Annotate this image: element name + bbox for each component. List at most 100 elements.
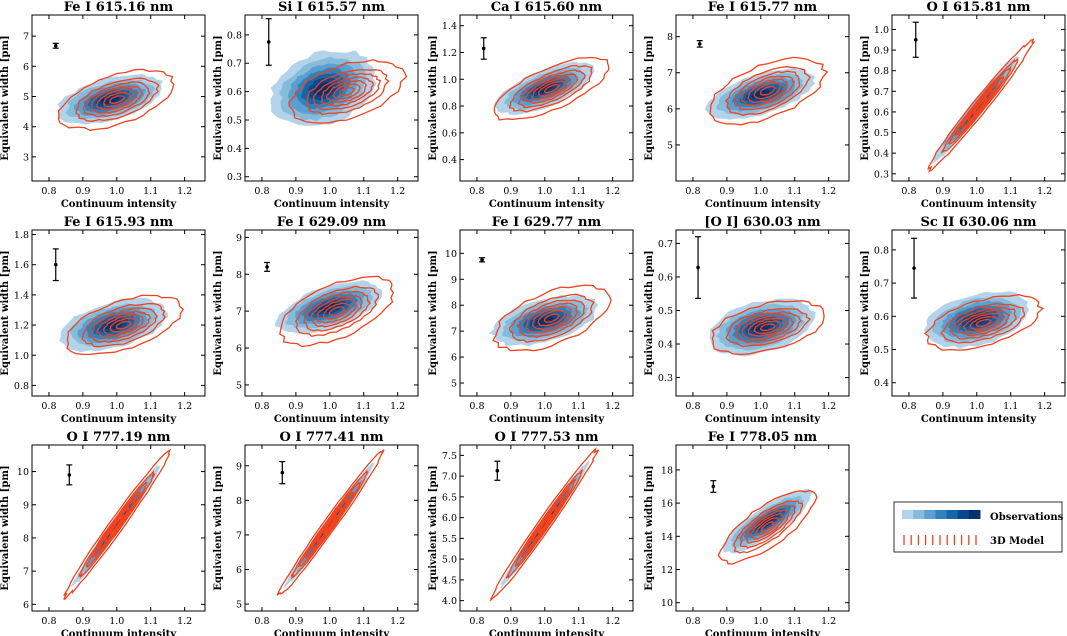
y-tick-label: 9 (451, 275, 457, 286)
y-tick-label: 14 (661, 532, 673, 543)
model-contour-line (709, 56, 829, 126)
y-tick-label: 12 (661, 565, 673, 576)
axes-frame (891, 229, 1066, 397)
panel-title: Fe I 615.16 nm (64, 0, 174, 15)
x-axis-label: Continuum intensity (274, 414, 391, 425)
plot-area (493, 56, 610, 121)
panel: 0.8 0.9 1.0 1.1 1.2 5 6 7 8 Fe I 615.77 nm Continu… (644, 0, 850, 210)
model-contour-line (82, 81, 151, 118)
errorbar-point (912, 266, 916, 270)
x-tick-label: 0.9 (503, 186, 518, 197)
model-contour-line (81, 303, 166, 348)
model-contour-line (537, 512, 553, 534)
model-contour-line (966, 88, 994, 123)
y-axis-label: Equivalent width [pm] (860, 35, 871, 160)
x-tick-label: 1.1 (356, 186, 371, 197)
model-contour-line (57, 68, 175, 131)
plot-area (274, 275, 395, 348)
x-tick-label: 1.2 (390, 186, 405, 197)
model-contour-line (940, 303, 1026, 344)
x-tick-label: 0.8 (469, 401, 484, 412)
x-tick-label: 1.2 (821, 186, 836, 197)
axes-frame (459, 444, 634, 612)
model-contour-line (103, 506, 130, 543)
x-axis-label: Continuum intensity (489, 199, 606, 210)
y-tick-label: 0.9 (874, 46, 889, 57)
model-contour-line (760, 521, 775, 532)
x-tick-label: 0.8 (901, 401, 916, 412)
panel: 0.8 0.9 1.0 1.1 1.2 0.3 0.4 0.5 0.6 0.7 [O I] 630.… (644, 215, 850, 425)
x-axis-label: Continuum intensity (274, 629, 391, 636)
model-contour-line (948, 306, 1017, 340)
x-tick-label: 1.1 (1003, 186, 1018, 197)
model-contour-line (724, 66, 812, 117)
y-tick-label: 0.7 (227, 59, 242, 70)
x-tick-label: 0.8 (41, 616, 56, 627)
model-contour-line (311, 498, 349, 550)
panel-title: Si I 615.57 nm (278, 0, 385, 15)
y-tick-label: 1.4 (442, 21, 457, 32)
model-contour-line (90, 85, 143, 114)
y-axis-label: Equivalent width [pm] (644, 35, 655, 160)
axes-frame (244, 14, 419, 182)
plot-area (276, 449, 385, 596)
x-tick-label: 0.8 (41, 401, 56, 412)
panel-title: Fe I 629.09 nm (277, 215, 387, 230)
x-tick-label: 0.9 (288, 616, 303, 627)
model-contour-line (332, 83, 361, 100)
x-tick-label: 0.9 (288, 186, 303, 197)
y-tick-label: 7 (236, 530, 242, 541)
axes-frame (675, 444, 850, 612)
model-contour-line (297, 480, 362, 568)
model-contour-line (963, 312, 1005, 333)
y-tick-label: 7.5 (442, 451, 457, 462)
y-tick-label: 5 (451, 379, 457, 390)
x-tick-label: 1.1 (1003, 401, 1018, 412)
model-contour-line (66, 294, 185, 356)
y-axis-label: Equivalent width [pm] (0, 465, 11, 590)
model-contour-line (276, 449, 385, 596)
errorbar-point (280, 470, 285, 475)
plot-area (488, 284, 612, 352)
legend-color-step (924, 510, 936, 519)
model-contour-line (524, 73, 579, 104)
y-axis-label: Equivalent width [pm] (644, 465, 655, 590)
panel: 0.8 0.9 1.0 1.1 1.2 5 6 7 8 9 O I 777.41 nm Continu… (213, 430, 419, 636)
axes-frame (244, 444, 419, 612)
axes-frame (31, 444, 206, 612)
legend-color-step (968, 510, 981, 519)
y-tick-label: 9 (236, 233, 242, 244)
y-tick-label: 0.4 (874, 149, 889, 160)
x-tick-label: 1.2 (605, 186, 620, 197)
model-contour-line (97, 497, 136, 552)
y-tick-label: 4 (23, 122, 29, 133)
model-contour-line (759, 323, 776, 332)
errorbar-point (266, 40, 271, 44)
x-tick-label: 0.8 (685, 186, 700, 197)
axes-frame (675, 14, 850, 182)
x-tick-label: 1.2 (1037, 186, 1052, 197)
y-tick-label: 1.4 (14, 290, 29, 301)
panel: 0.8 0.9 1.0 1.1 1.2 4.0 4.5 5.0 5.5 6.0 6.5 7.0 7.5 O… (428, 430, 634, 636)
x-tick-label: 1.0 (322, 401, 337, 412)
model-contour-line (755, 517, 780, 536)
errorbar-point (480, 258, 484, 262)
panel: 0.8 0.9 1.0 1.1 1.2 0.3 0.4 0.5 0.6 0.7 0.8 Si I 61… (213, 0, 419, 210)
model-contour-line (711, 300, 825, 356)
y-tick-label: 8 (667, 32, 673, 43)
model-contour-line (741, 314, 794, 340)
x-tick-label: 0.8 (685, 616, 700, 627)
y-tick-label: 1.2 (442, 48, 457, 59)
y-tick-label: 4.5 (442, 575, 457, 586)
plot-area (704, 56, 829, 126)
model-contour-line (89, 307, 158, 343)
model-contour-line (733, 70, 801, 111)
y-tick-label: 1.8 (14, 230, 29, 241)
model-contour-line (734, 311, 802, 344)
model-contour-line (108, 95, 125, 104)
model-contour-line (322, 302, 351, 320)
y-tick-label: 10 (445, 249, 457, 260)
model-contour-line (940, 58, 1019, 154)
model-contour-line (972, 96, 988, 116)
model-contour-line (63, 448, 172, 600)
